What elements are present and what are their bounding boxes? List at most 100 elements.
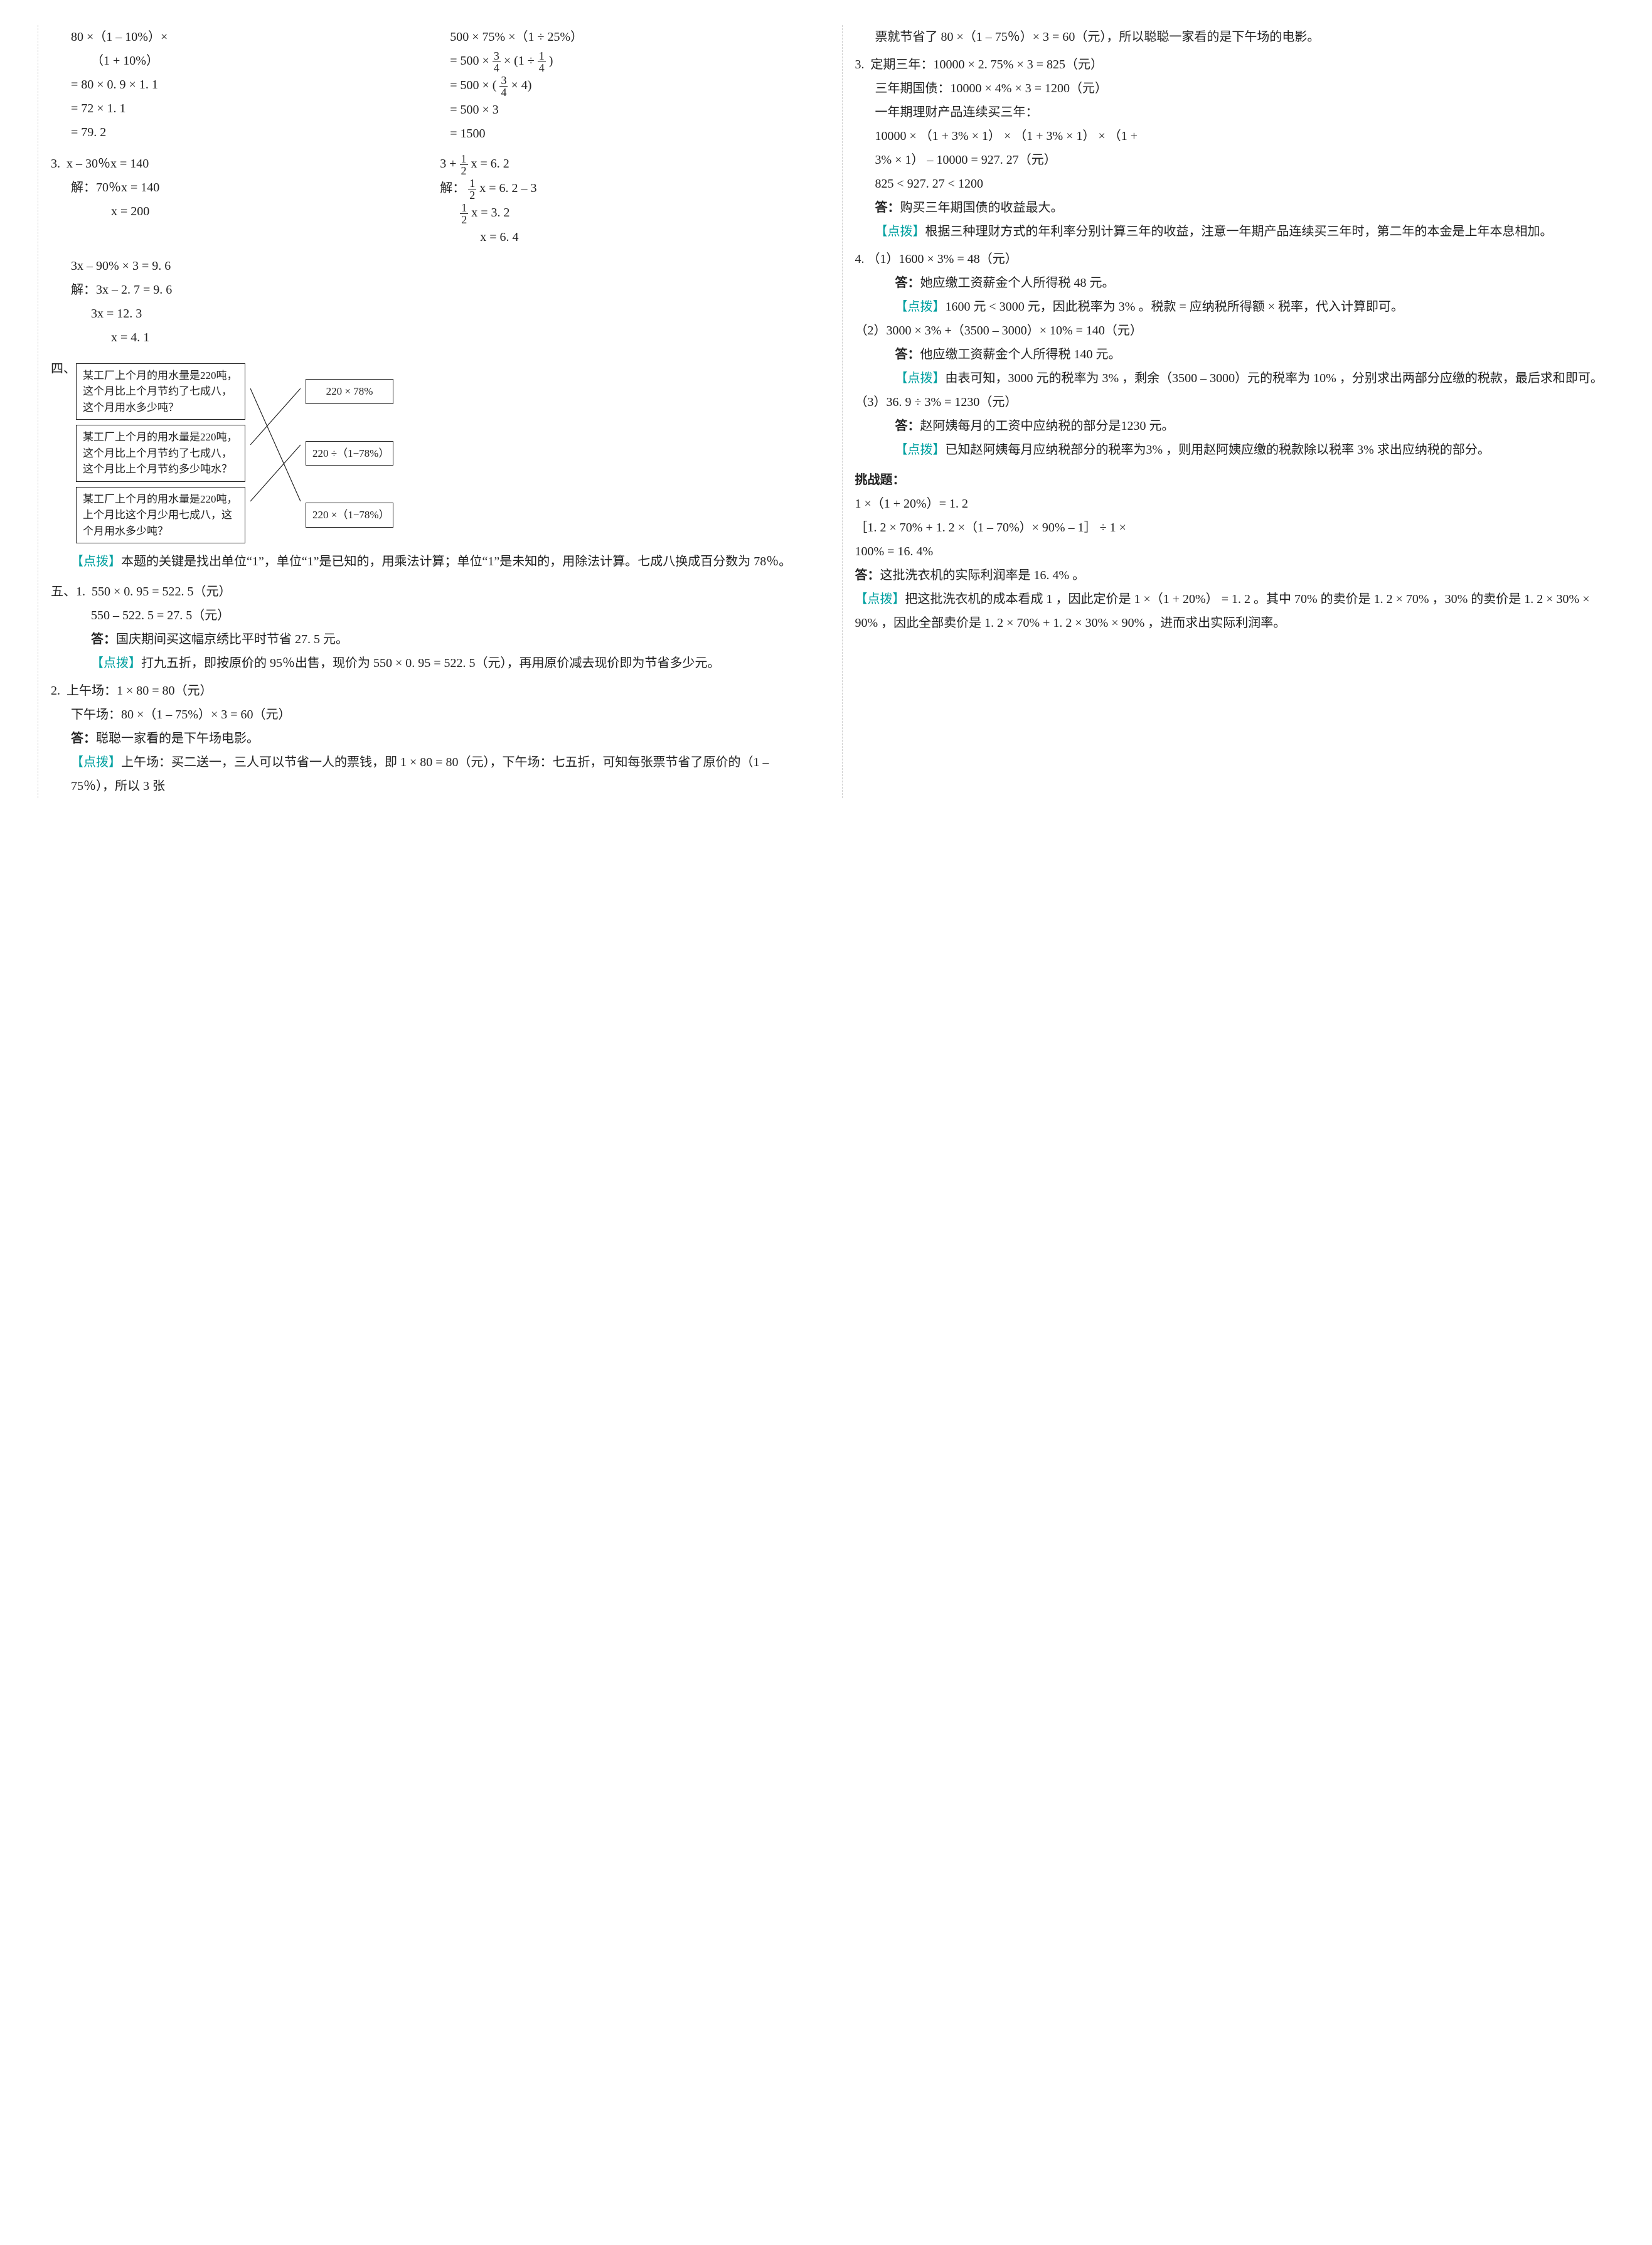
text: x = 6. 4 (440, 225, 810, 249)
num: 1 (468, 178, 476, 189)
calc-block-1: 80 ×（1 – 10%）× （1 + 10%） = 80 × 0. 9 × 1… (51, 25, 811, 146)
item-4: 4. （1）1600 × 3% = 48（元） 答：她应缴工资薪金个人所得税 4… (855, 247, 1615, 462)
text: = 80 × 0. 9 × 1. 1 (71, 73, 431, 97)
text: 80 ×（1 – 10%）× (71, 25, 431, 49)
label: 五、1. (51, 585, 85, 599)
answer: 答：他应缴工资薪金个人所得税 140 元。 (855, 343, 1615, 366)
text: 1 ×（1 + 20%）= 1. 2 (855, 492, 1615, 516)
tip-block: 【点拨】根据三种理财方式的年利率分别计算三年的收益，注意一年期产品连续买三年时，… (855, 220, 1615, 243)
frac-line: 3 + 12 x = 6. 2 (440, 152, 810, 176)
tip-label: 【点拨】 (855, 592, 905, 606)
calc1-col2: 500 × 75% ×（1 ÷ 25%） = 500 × 34 × (1 ÷ 1… (450, 25, 810, 146)
ans-label: 答： (71, 732, 96, 745)
challenge-title: 挑战题： (855, 468, 1615, 492)
text: x = 4. 1 (71, 326, 811, 349)
text: （1 + 10%） (71, 49, 431, 73)
den: 2 (468, 189, 476, 201)
match-left-boxes: 某工厂上个月的用水量是220吨，这个月比上个月节约了七成八，这个月用水多少吨？ … (76, 363, 245, 544)
ans-text: 他应缴工资薪金个人所得税 140 元。 (920, 348, 1121, 361)
den: 4 (538, 62, 546, 73)
answer: 答：国庆期间买这幅京绣比平时节省 27. 5 元。 (51, 627, 811, 651)
ans-label: 答： (895, 276, 920, 290)
text: = 500 × 3 (450, 98, 810, 122)
label: 3. (855, 58, 865, 72)
tip-label: 【点拨】 (91, 656, 141, 670)
tip-label: 【点拨】 (895, 371, 946, 385)
t: × 4) (511, 78, 531, 92)
text: 3% × 1） – 10000 = 927. 27（元） (855, 148, 1615, 172)
text: 3. 定期三年：10000 × 2. 75% × 3 = 825（元） (855, 53, 1615, 77)
text: 3x = 12. 3 (71, 302, 811, 326)
tip-text: 已知赵阿姨每月应纳税部分的税率为3% ，则用赵阿姨应缴的税款除以税率 3% 求出… (946, 443, 1490, 457)
eq3b-block: 3 + 12 x = 6. 2 解： 12 x = 6. 2 – 3 12 x … (440, 152, 810, 249)
den: 2 (460, 214, 468, 225)
tip-block: 【点拨】已知赵阿姨每月应纳税部分的税率为3% ，则用赵阿姨应缴的税款除以税率 3… (855, 438, 1615, 462)
text: ［1. 2 × 70% + 1. 2 ×（1 – 70%）× 90% – 1］ … (855, 516, 1615, 540)
answer: 答：这批洗衣机的实际利润率是 16. 4% 。 (855, 563, 1615, 587)
text: 100% = 16. 4% (855, 540, 1615, 563)
ans-text: 这批洗衣机的实际利润率是 16. 4% 。 (880, 568, 1085, 582)
tip-block: 【点拨】打九五折，即按原价的 95％出售，现价为 550 × 0. 95 = 5… (51, 651, 811, 675)
fraction: 34 (493, 50, 501, 73)
answer: 答：购买三年期国债的收益最大。 (855, 196, 1615, 220)
t: ) (549, 54, 553, 68)
text: （3）36. 9 ÷ 3% = 1230（元） (855, 390, 1615, 414)
eq3a-block: 3. x – 30％x = 140 解：70％x = 140 x = 200 (51, 152, 421, 249)
t: = 500 × ( (450, 78, 496, 92)
frac-line: = 500 × ( 34 × 4) (450, 73, 810, 98)
ans-label: 答： (91, 632, 116, 646)
text: 解：70％x = 140 (51, 176, 421, 200)
text: 3. x – 30％x = 140 (51, 152, 421, 176)
frac-line: 解： 12 x = 6. 2 – 3 (440, 176, 810, 201)
calc1-col1: 80 ×（1 – 10%）× （1 + 10%） = 80 × 0. 9 × 1… (71, 25, 431, 146)
t: x = 6. 2 (471, 157, 509, 171)
den: 2 (460, 165, 468, 176)
text: 下午场：80 ×（1 – 75%）× 3 = 60（元） (51, 703, 811, 727)
t: 550 × 0. 95 = 522. 5（元） (92, 585, 232, 599)
text: 550 – 522. 5 = 27. 5（元） (51, 604, 811, 627)
text: 三年期国债：10000 × 4% × 3 = 1200（元） (855, 77, 1615, 100)
match-box: 某工厂上个月的用水量是220吨，这个月比上个月节约了七成八，这个月用水多少吨？ (76, 363, 245, 420)
tip-block: 【点拨】本题的关键是找出单位“1”，单位“1”是已知的，用乘法计算；单位“1”是… (51, 550, 811, 573)
tip-text: 把这批洗衣机的成本看成 1 ，因此定价是 1 ×（1 + 20%） = 1. 2… (855, 592, 1590, 630)
t: = 500 × (450, 54, 493, 68)
tip-block: 【点拨】由表可知，3000 元的税率为 3% ，剩余（3500 – 3000）元… (855, 366, 1615, 390)
answer: 答：她应缴工资薪金个人所得税 48 元。 (855, 271, 1615, 295)
text: 一年期理财产品连续买三年： (855, 100, 1615, 124)
num: 3 (493, 50, 501, 62)
matching-diagram: 某工厂上个月的用水量是220吨，这个月比上个月节约了七成八，这个月用水多少吨？ … (76, 363, 393, 544)
fraction: 14 (538, 50, 546, 73)
tip-text: 上午场：买二送一，三人可以节省一人的票钱，即 1 × 80 = 80（元），下午… (71, 755, 769, 793)
tip-label: 【点拨】 (895, 300, 946, 314)
text: = 1500 (450, 122, 810, 146)
num: 3 (499, 75, 508, 87)
section-5-2: 2. 上午场：1 × 80 = 80（元） 下午场：80 ×（1 – 75%）×… (51, 679, 811, 798)
ans-text: 国庆期间买这幅京绣比平时节省 27. 5 元。 (116, 632, 348, 646)
num: 1 (460, 202, 468, 214)
ans-label: 答： (895, 419, 920, 433)
text: 825 < 927. 27 < 1200 (855, 172, 1615, 196)
tip-block: 【点拨】1600 元 < 3000 元，因此税率为 3% 。税款 = 应纳税所得… (855, 295, 1615, 319)
ans-text: 她应缴工资薪金个人所得税 48 元。 (920, 276, 1115, 290)
text: = 72 × 1. 1 (71, 97, 431, 120)
tip-label: 【点拨】 (895, 443, 946, 457)
section-5-1: 五、1. 550 × 0. 95 = 522. 5（元） 550 – 522. … (51, 580, 811, 675)
match-lines (250, 363, 301, 544)
answer: 答：赵阿姨每月的工资中应纳税的部分是1230 元。 (855, 414, 1615, 438)
text: 五、1. 550 × 0. 95 = 522. 5（元） (51, 580, 811, 604)
text: 2. 上午场：1 × 80 = 80（元） (51, 679, 811, 703)
ans-text: 赵阿姨每月的工资中应纳税的部分是1230 元。 (920, 419, 1175, 433)
t: x = 6. 2 – 3 (479, 181, 536, 195)
match-box: 220 × 78% (306, 379, 393, 404)
den: 4 (499, 87, 508, 98)
cont-5-2: 票就节省了 80 ×（1 – 75％）× 3 = 60（元），所以聪聪一家看的是… (855, 25, 1615, 49)
answer: 答：聪聪一家看的是下午场电影。 (51, 727, 811, 750)
tip-text: 本题的关键是找出单位“1”，单位“1”是已知的，用乘法计算；单位“1”是未知的，… (121, 555, 791, 568)
tip-text: 1600 元 < 3000 元，因此税率为 3% 。税款 = 应纳税所得额 × … (946, 300, 1404, 314)
t: × (1 ÷ (504, 54, 538, 68)
right-column: 票就节省了 80 ×（1 – 75％）× 3 = 60（元），所以聪聪一家看的是… (842, 25, 1615, 798)
tip-label: 【点拨】 (71, 555, 121, 568)
match-box: 220 ÷（1−78%） (306, 441, 393, 466)
den: 4 (493, 62, 501, 73)
fraction: 12 (468, 178, 476, 201)
